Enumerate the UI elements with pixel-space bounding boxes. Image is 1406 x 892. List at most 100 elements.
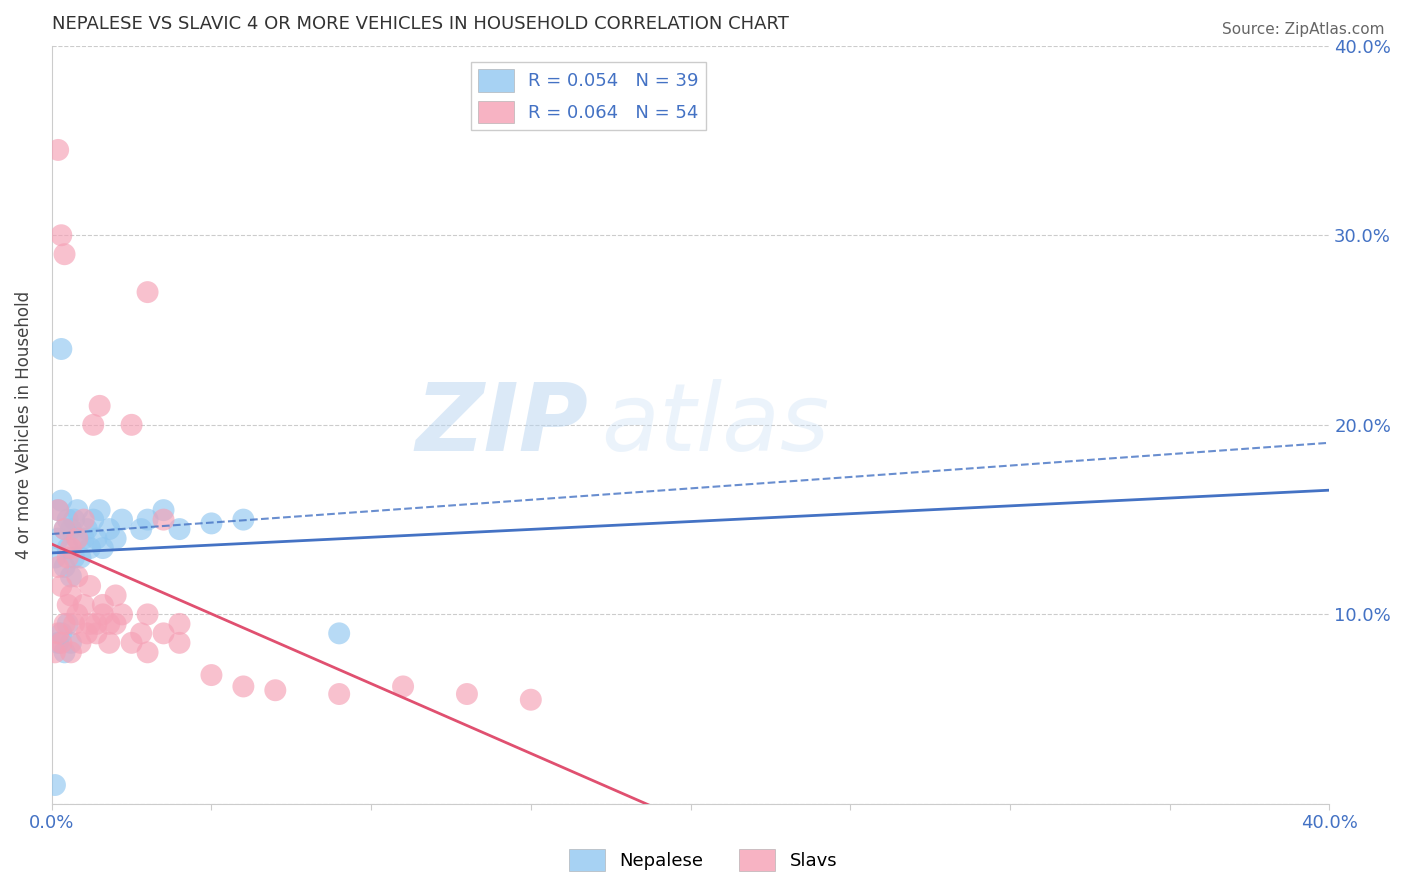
Point: [59, 636, 82, 650]
Point: [98, 636, 121, 650]
Point: [82, 417, 104, 432]
Point: [56, 550, 79, 565]
Point: [328, 626, 350, 640]
Point: [51, 579, 73, 593]
Point: [66, 607, 89, 622]
Point: [86, 532, 108, 546]
Point: [46, 503, 69, 517]
Legend: R = 0.054   N = 39, R = 0.064   N = 54: R = 0.054 N = 39, R = 0.064 N = 54: [471, 62, 706, 130]
Point: [53, 645, 76, 659]
Point: [66, 503, 89, 517]
Text: ZIP: ZIP: [415, 379, 588, 471]
Point: [59, 522, 82, 536]
Point: [53, 522, 76, 536]
Point: [98, 616, 121, 631]
Point: [121, 636, 143, 650]
Point: [53, 616, 76, 631]
Text: atlas: atlas: [602, 379, 830, 470]
Text: Source: ZipAtlas.com: Source: ZipAtlas.com: [1222, 22, 1385, 37]
Point: [51, 493, 73, 508]
Point: [129, 522, 152, 536]
Point: [69, 550, 91, 565]
Point: [46, 143, 69, 157]
Point: [111, 607, 134, 622]
Point: [73, 532, 96, 546]
Point: [328, 687, 350, 701]
Point: [56, 513, 79, 527]
Point: [86, 626, 108, 640]
Point: [79, 616, 101, 631]
Point: [56, 598, 79, 612]
Point: [73, 513, 96, 527]
Point: [456, 687, 478, 701]
Point: [89, 399, 111, 413]
Point: [59, 541, 82, 555]
Point: [53, 522, 76, 536]
Point: [51, 636, 73, 650]
Point: [169, 616, 191, 631]
Point: [91, 607, 114, 622]
Point: [91, 598, 114, 612]
Point: [232, 513, 254, 527]
Point: [53, 247, 76, 261]
Point: [91, 541, 114, 555]
Point: [51, 626, 73, 640]
Point: [44, 550, 66, 565]
Point: [44, 645, 66, 659]
Point: [46, 503, 69, 517]
Point: [152, 513, 174, 527]
Y-axis label: 4 or more Vehicles in Household: 4 or more Vehicles in Household: [15, 291, 32, 559]
Point: [136, 285, 159, 299]
Point: [169, 636, 191, 650]
Point: [89, 503, 111, 517]
Point: [98, 522, 121, 536]
Point: [152, 503, 174, 517]
Point: [136, 513, 159, 527]
Point: [69, 636, 91, 650]
Text: NEPALESE VS SLAVIC 4 OR MORE VEHICLES IN HOUSEHOLD CORRELATION CHART: NEPALESE VS SLAVIC 4 OR MORE VEHICLES IN…: [52, 15, 789, 33]
Point: [200, 668, 222, 682]
Point: [53, 560, 76, 574]
Point: [152, 626, 174, 640]
Point: [111, 513, 134, 527]
Point: [66, 532, 89, 546]
Point: [86, 616, 108, 631]
Point: [136, 607, 159, 622]
Point: [232, 680, 254, 694]
Point: [46, 532, 69, 546]
Point: [56, 541, 79, 555]
Point: [51, 228, 73, 243]
Point: [66, 532, 89, 546]
Point: [66, 569, 89, 583]
Point: [46, 560, 69, 574]
Point: [82, 513, 104, 527]
Point: [76, 626, 98, 640]
Point: [63, 550, 86, 565]
Point: [51, 342, 73, 356]
Point: [46, 636, 69, 650]
Point: [129, 626, 152, 640]
Point: [520, 692, 543, 706]
Point: [104, 532, 127, 546]
Point: [200, 516, 222, 531]
Point: [264, 683, 287, 698]
Point: [73, 598, 96, 612]
Point: [56, 616, 79, 631]
Point: [104, 589, 127, 603]
Point: [63, 616, 86, 631]
Point: [46, 626, 69, 640]
Point: [59, 645, 82, 659]
Point: [136, 645, 159, 659]
Point: [76, 522, 98, 536]
Point: [59, 569, 82, 583]
Point: [392, 680, 415, 694]
Legend: Nepalese, Slavs: Nepalese, Slavs: [561, 842, 845, 879]
Point: [59, 589, 82, 603]
Point: [44, 778, 66, 792]
Point: [63, 513, 86, 527]
Point: [104, 616, 127, 631]
Point: [169, 522, 191, 536]
Point: [121, 417, 143, 432]
Point: [79, 541, 101, 555]
Point: [79, 579, 101, 593]
